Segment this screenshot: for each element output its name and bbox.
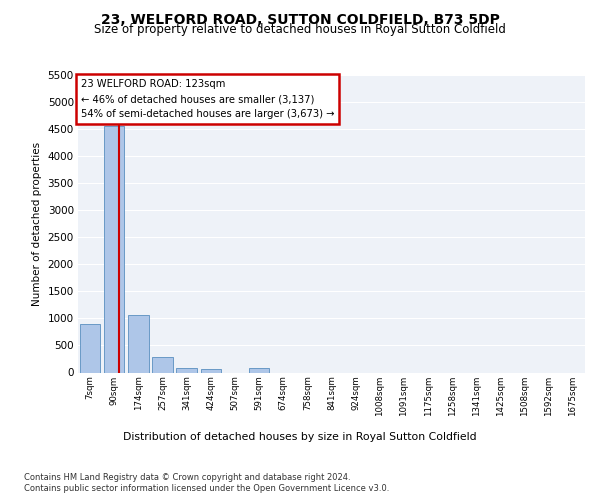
Text: 23, WELFORD ROAD, SUTTON COLDFIELD, B73 5DP: 23, WELFORD ROAD, SUTTON COLDFIELD, B73 … [101,12,499,26]
Bar [104,126,124,372]
Bar [80,324,100,372]
Bar [128,315,149,372]
Bar [200,370,221,372]
Bar [152,357,173,372]
Text: Distribution of detached houses by size in Royal Sutton Coldfield: Distribution of detached houses by size … [123,432,477,442]
Y-axis label: Number of detached properties: Number of detached properties [32,142,42,306]
Bar [176,368,197,372]
Bar [249,368,269,372]
Text: Size of property relative to detached houses in Royal Sutton Coldfield: Size of property relative to detached ho… [94,22,506,36]
Text: Contains public sector information licensed under the Open Government Licence v3: Contains public sector information licen… [24,484,389,493]
Text: Contains HM Land Registry data © Crown copyright and database right 2024.: Contains HM Land Registry data © Crown c… [24,472,350,482]
Text: 23 WELFORD ROAD: 123sqm
← 46% of detached houses are smaller (3,137)
54% of semi: 23 WELFORD ROAD: 123sqm ← 46% of detache… [80,80,334,119]
